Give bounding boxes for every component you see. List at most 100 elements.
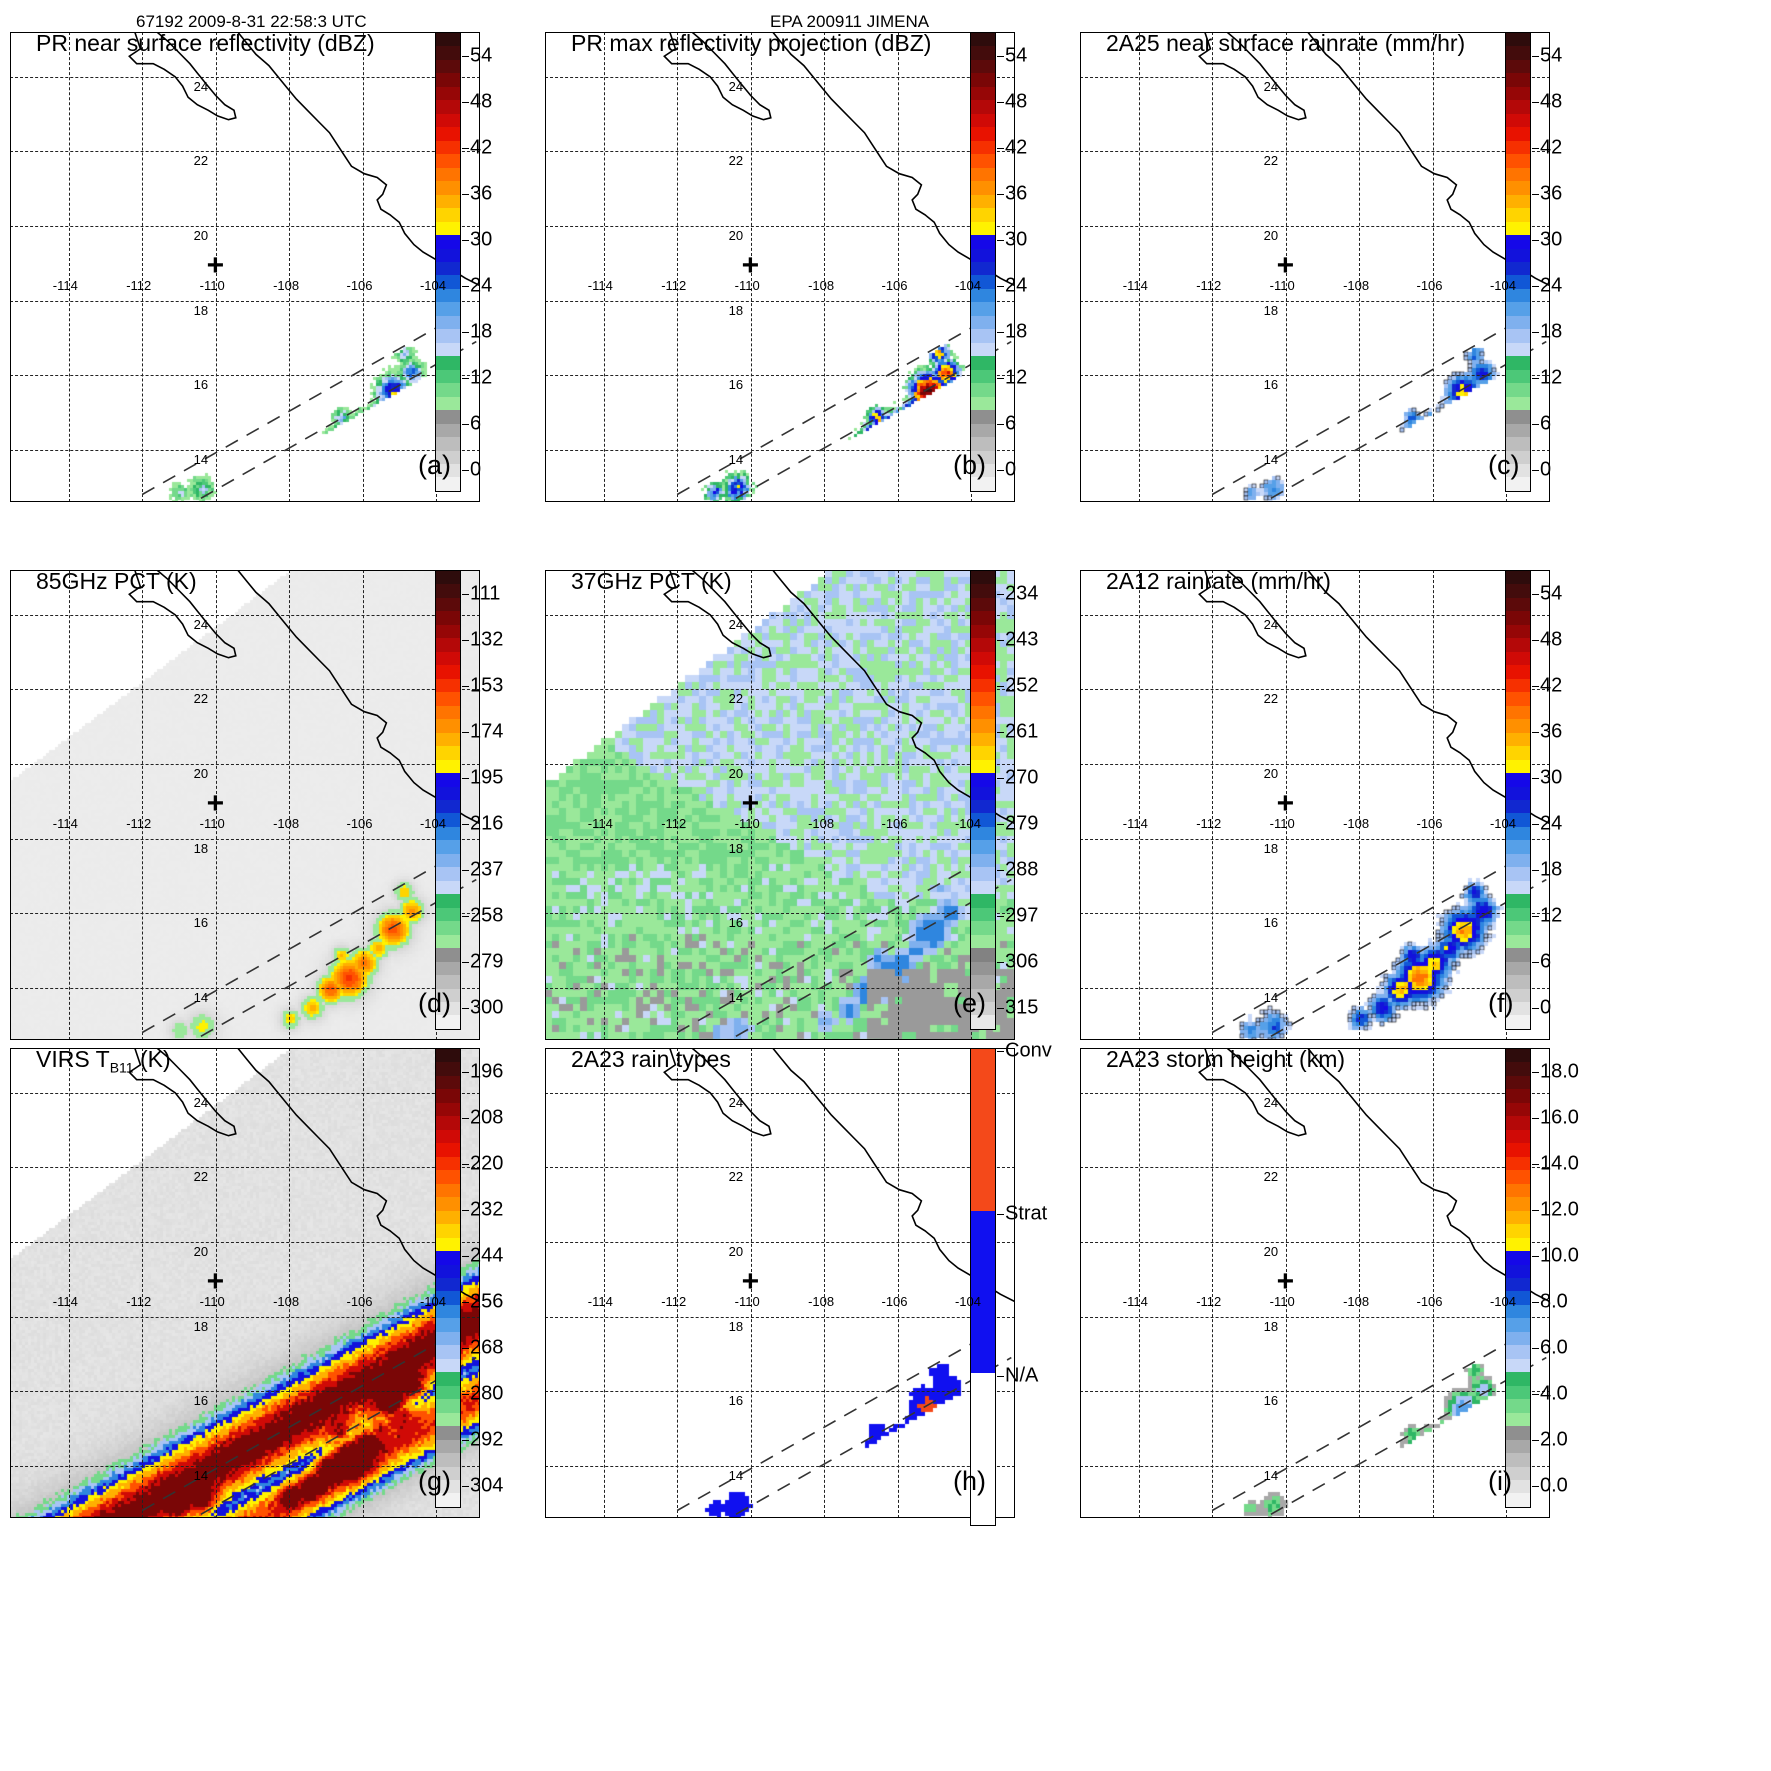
colorbar-segment bbox=[436, 961, 460, 976]
colorbar-segment bbox=[436, 665, 460, 679]
colorbar-segment bbox=[1506, 1466, 1530, 1480]
colorbar-segment bbox=[436, 1251, 460, 1265]
colorbar-segment bbox=[1506, 867, 1530, 881]
colorbar-segment bbox=[1506, 1116, 1530, 1130]
colorbar-segment bbox=[1506, 597, 1530, 612]
colorbar-label: 304 bbox=[470, 1474, 504, 1497]
colorbar-segment bbox=[971, 611, 995, 625]
colorbar-tick bbox=[462, 1072, 469, 1073]
lat-tick-label: 22 bbox=[193, 153, 209, 169]
colorbar-segment bbox=[971, 73, 995, 87]
lat-tick-label: 24 bbox=[193, 78, 209, 94]
colorbar-label: 315 bbox=[1005, 996, 1039, 1019]
colorbar-label: 10.0 bbox=[1540, 1244, 1579, 1267]
colorbar-segment bbox=[436, 719, 460, 733]
colorbar-tick bbox=[1532, 1256, 1539, 1257]
colorbar-segment bbox=[436, 571, 460, 585]
panel-b: PR max reflectivity projection (dBZ) 24 22… bbox=[545, 30, 1145, 542]
lon-tick-label: -110 bbox=[734, 278, 760, 294]
colorbar-tick bbox=[462, 194, 469, 195]
colorbar-segment bbox=[971, 154, 995, 168]
colorbar-tick bbox=[1532, 1008, 1539, 1009]
panel-f-colorbar[interactable]: 54 48 42 36 30 24 18 12 6 0 bbox=[1505, 570, 1562, 1030]
colorbar-tick bbox=[462, 1164, 469, 1165]
colorbar-segment bbox=[436, 1197, 460, 1211]
panel-d-colorbar[interactable]: 111 132 153 174 195 216 237 258 279 300 bbox=[435, 570, 503, 1030]
colorbar-segment bbox=[1506, 127, 1530, 141]
colorbar-segment bbox=[1506, 853, 1530, 868]
colorbar-tick bbox=[462, 470, 469, 471]
panel-f-title: 2A12 rainrate (mm/hr) bbox=[1106, 568, 1331, 594]
panel-h-colorbar[interactable]: Conv Strat N/A bbox=[970, 1040, 1052, 1526]
colorbar-segment bbox=[971, 719, 995, 733]
panel-d-letter: (d) bbox=[418, 988, 451, 1018]
panel-a-colorbar[interactable]: 54 48 42 36 30 24 18 12 6 0 bbox=[435, 32, 492, 492]
colorbar-segment bbox=[436, 113, 460, 128]
lat-tick-label: 14 bbox=[193, 989, 209, 1005]
colorbar-segment bbox=[1506, 113, 1530, 128]
colorbar-label: 300 bbox=[470, 996, 504, 1019]
lat-tick-label: 20 bbox=[193, 227, 209, 243]
lat-gridline-14 bbox=[1080, 987, 1550, 989]
colorbar-segment bbox=[1506, 73, 1530, 87]
colorbar-tick bbox=[462, 240, 469, 241]
lat-tick-label: 18 bbox=[1263, 302, 1279, 318]
colorbar-segment bbox=[436, 1129, 460, 1144]
colorbar-tick bbox=[1532, 102, 1539, 103]
lat-gridline-18 bbox=[1080, 300, 1550, 302]
colorbar-label: 280 bbox=[470, 1382, 504, 1405]
colorbar-segment bbox=[971, 813, 995, 827]
lat-gridline-16 bbox=[1080, 375, 1550, 377]
colorbar-label: 36 bbox=[1540, 182, 1563, 205]
colorbar-label: 256 bbox=[470, 1290, 504, 1313]
mainland-coastline bbox=[1307, 570, 1550, 825]
lon-tick-label: -106 bbox=[1416, 1294, 1443, 1310]
colorbar-segment bbox=[436, 1062, 460, 1076]
lat-tick-label: 18 bbox=[1263, 840, 1279, 856]
colorbar-label: 279 bbox=[1005, 812, 1039, 835]
colorbar-segment bbox=[1506, 100, 1530, 114]
lon-gridline--108 bbox=[289, 32, 291, 502]
panel-g-colorbar[interactable]: 196 208 220 232 244 256 268 280 292 304 bbox=[435, 1048, 503, 1508]
lon-tick-label: -108 bbox=[273, 1294, 300, 1310]
panel-i-data-layer bbox=[1080, 1048, 1550, 1518]
colorbar-segment bbox=[436, 988, 460, 1002]
colorbar-label: 234 bbox=[1005, 582, 1039, 605]
colorbar-segment bbox=[436, 1049, 460, 1063]
colorbar-segment bbox=[436, 369, 460, 384]
panel-g-title: VIRS TB11 (K) bbox=[36, 1046, 171, 1076]
colorbar-tick bbox=[997, 1051, 1004, 1052]
colorbar-label: 6 bbox=[470, 412, 482, 435]
colorbar-segment bbox=[436, 33, 460, 47]
swath-edge-upper bbox=[141, 852, 459, 1034]
panel-a-title: PR near surface reflectivity (dBZ) bbox=[36, 30, 375, 56]
colorbar-label: 297 bbox=[1005, 904, 1039, 927]
colorbar-tick bbox=[997, 1008, 1004, 1009]
panel-e-colorbar[interactable]: 234 243 252 261 270 279 288 297 306 315 bbox=[970, 570, 1038, 1030]
lon-gridline--108 bbox=[289, 570, 291, 1040]
panel-i-colorbar[interactable]: 18.0 16.0 14.0 12.0 10.0 8.0 6.0 4.0 2.0 0.0 bbox=[1505, 1048, 1579, 1508]
lat-gridline-22 bbox=[545, 689, 1015, 691]
colorbar-segment bbox=[971, 826, 995, 841]
lat-tick-label: 20 bbox=[1263, 227, 1279, 243]
lat-tick-label: 24 bbox=[193, 1094, 209, 1110]
lat-gridline-24 bbox=[1080, 76, 1550, 78]
colorbar-segment bbox=[971, 315, 995, 330]
colorbar-segment bbox=[436, 880, 460, 895]
panel-g-title-pre: VIRS T bbox=[36, 1046, 110, 1072]
lon-tick-label: -108 bbox=[273, 278, 300, 294]
colorbar-tick bbox=[462, 1302, 469, 1303]
colorbar-segment bbox=[436, 100, 460, 114]
panel-c-colorbar[interactable]: 54 48 42 36 30 24 18 12 6 0 bbox=[1505, 32, 1562, 492]
colorbar-segment bbox=[436, 867, 460, 881]
lon-tick-label: -104 bbox=[954, 1294, 981, 1310]
colorbar-segment bbox=[1506, 773, 1530, 787]
lat-tick-label: 16 bbox=[728, 377, 744, 393]
colorbar-label: 42 bbox=[1005, 136, 1028, 159]
panel-f-coastline-overlay bbox=[1198, 570, 1550, 1037]
panel-b-colorbar[interactable]: 54 48 42 36 30 24 18 12 6 0 bbox=[970, 32, 1027, 492]
colorbar-segment bbox=[1506, 46, 1530, 60]
lon-gridline--112 bbox=[142, 570, 144, 1040]
lat-gridline-24 bbox=[545, 1092, 1015, 1094]
colorbar-segment bbox=[1506, 1075, 1530, 1090]
